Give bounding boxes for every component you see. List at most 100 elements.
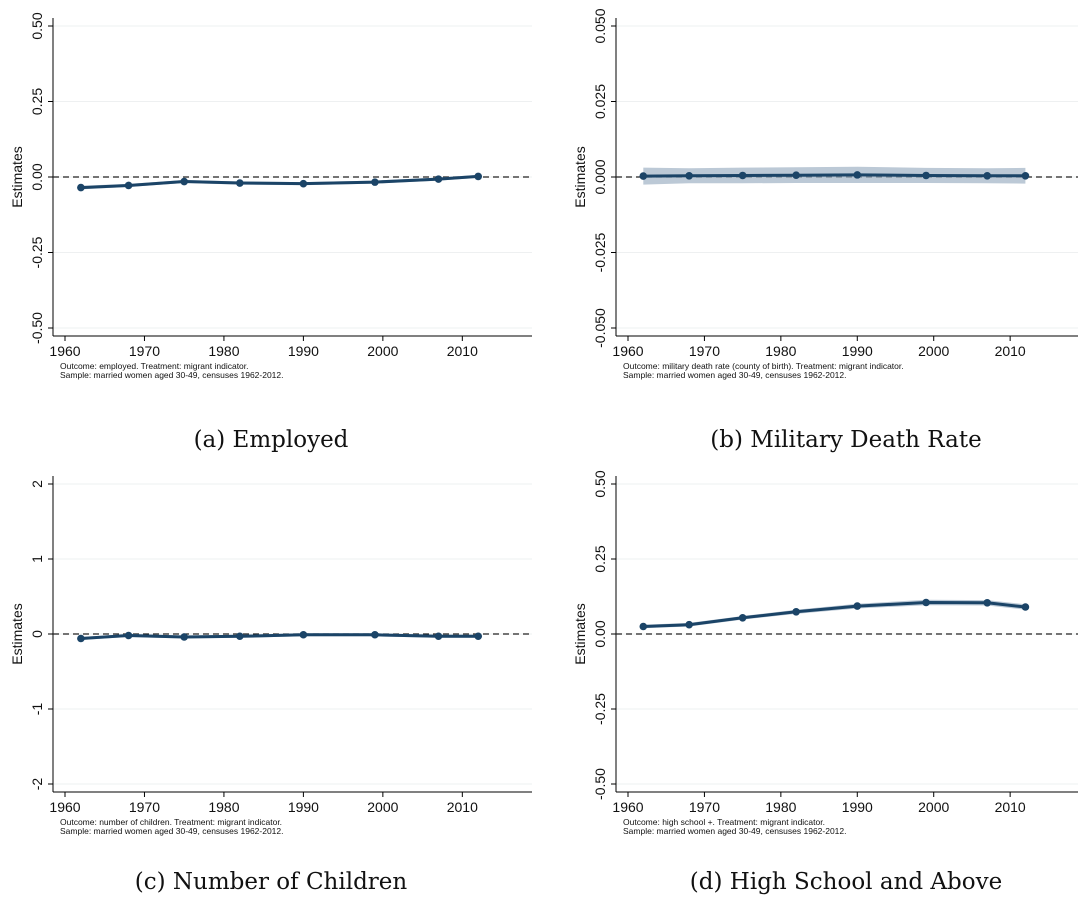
- y-tick-label: -0.25: [29, 236, 45, 268]
- estimate-point: [738, 614, 747, 622]
- estimate-point: [792, 608, 800, 616]
- y-tick-label: 0.050: [592, 8, 608, 43]
- figure-note: Outcome: high school +. Treatment: migra…: [623, 817, 825, 827]
- estimate-point: [77, 183, 85, 192]
- estimate-line: [80, 174, 479, 190]
- x-tick-label: 1980: [208, 799, 239, 815]
- x-tick-label: 1960: [49, 799, 80, 815]
- x-tick-label: 1990: [288, 799, 319, 815]
- panel-caption: (b) Military Death Rate: [710, 427, 981, 453]
- x-tick-label: 1960: [49, 343, 80, 359]
- estimate-line: [643, 601, 1026, 628]
- estimate-point: [738, 171, 747, 180]
- estimate-point: [685, 171, 693, 180]
- figure-note: Outcome: employed. Treatment: migrant in…: [60, 361, 249, 371]
- chart-panel-1: -0.50 -0.25 0.00 0.25 0.50 1960 1970 1980 1990 20…: [9, 12, 532, 453]
- estimate-point: [299, 630, 308, 639]
- panel-caption: (d) High School and Above: [690, 869, 1002, 895]
- y-tick-label: -2: [29, 778, 45, 791]
- estimate-point: [124, 181, 133, 190]
- y-tick-label: 0: [29, 630, 45, 638]
- estimate-point: [983, 171, 992, 180]
- estimate-point: [299, 179, 308, 188]
- y-tick-label: -0.25: [592, 693, 608, 725]
- figure-note: Sample: married women aged 30-49, census…: [60, 370, 284, 380]
- y-tick-label: 0.50: [592, 470, 608, 497]
- estimate-point: [853, 171, 862, 179]
- y-tick-label: -1: [29, 703, 45, 716]
- x-tick-label: 1960: [612, 799, 643, 815]
- estimate-point: [639, 172, 648, 180]
- x-tick-label: 1970: [129, 799, 160, 815]
- y-tick-label: 0.00: [29, 163, 45, 190]
- estimate-point: [371, 630, 379, 639]
- x-tick-label: 1980: [765, 343, 796, 359]
- estimate-point: [180, 633, 188, 641]
- x-tick-label: 2000: [918, 799, 949, 815]
- estimate-point: [922, 171, 930, 180]
- panel-caption: (a) Employed: [194, 427, 349, 453]
- y-tick-label: 0.00: [592, 620, 608, 647]
- x-tick-label: 1990: [842, 799, 873, 815]
- y-axis-label: Estimates: [572, 146, 588, 207]
- y-tick-label: 1: [29, 555, 45, 563]
- estimate-point: [180, 177, 188, 186]
- y-tick-label: 0.000: [592, 159, 608, 194]
- x-tick-label: 2010: [447, 799, 478, 815]
- estimate-point: [983, 599, 992, 607]
- y-tick-label: 0.25: [592, 545, 608, 572]
- x-tick-label: 2010: [447, 343, 478, 359]
- y-axis-label: Estimates: [9, 146, 25, 207]
- chart-panel-2: -0.050 -0.025 0.000 0.025 0.050 1960 1970 1980 1…: [572, 8, 1078, 453]
- estimate-point: [434, 175, 443, 183]
- x-tick-label: 2000: [367, 343, 398, 359]
- x-tick-label: 1990: [288, 343, 319, 359]
- x-tick-label: 2000: [367, 799, 398, 815]
- y-tick-label: -0.50: [592, 768, 608, 800]
- estimate-point: [685, 620, 693, 629]
- figure-note: Outcome: number of children. Treatment: …: [60, 817, 282, 827]
- estimate-point: [77, 634, 85, 643]
- x-tick-label: 2000: [918, 343, 949, 359]
- estimate-point: [371, 178, 379, 186]
- panel-caption: (c) Number of Children: [135, 869, 408, 895]
- figure-note: Sample: married women aged 30-49, census…: [623, 826, 847, 836]
- y-tick-label: -0.050: [592, 308, 608, 348]
- x-tick-label: 1970: [129, 343, 160, 359]
- x-tick-label: 2010: [995, 799, 1026, 815]
- y-tick-label: -0.025: [592, 232, 608, 272]
- x-tick-label: 1990: [842, 343, 873, 359]
- y-axis-label: Estimates: [572, 603, 588, 664]
- figure-note: Sample: married women aged 30-49, census…: [60, 826, 284, 836]
- estimate-point: [922, 598, 930, 607]
- estimate-point: [124, 631, 133, 640]
- y-axis-label: Estimates: [9, 603, 25, 664]
- y-tick-label: 0.25: [29, 88, 45, 115]
- estimate-point: [1021, 171, 1030, 180]
- estimate-line: [80, 633, 479, 640]
- estimate-point: [792, 171, 800, 179]
- estimate-point: [236, 179, 244, 187]
- x-tick-label: 1980: [765, 799, 796, 815]
- figure-note: Sample: married women aged 30-49, census…: [623, 370, 847, 380]
- estimate-line: [643, 173, 1026, 178]
- estimate-point: [1021, 603, 1030, 611]
- y-tick-label: 2: [29, 480, 45, 488]
- estimate-point: [639, 622, 648, 631]
- x-tick-label: 2010: [995, 343, 1026, 359]
- estimate-point: [474, 172, 483, 181]
- y-tick-label: 0.50: [29, 12, 45, 39]
- estimate-point: [853, 602, 862, 610]
- estimate-point: [434, 632, 443, 641]
- x-tick-label: 1960: [612, 343, 643, 359]
- x-tick-label: 1980: [208, 343, 239, 359]
- x-tick-label: 1970: [689, 343, 720, 359]
- estimate-point: [236, 632, 244, 641]
- chart-panel-3: -2 -1 0 1 2 1960 1970 1980 1990 2000 2010 Estimates…: [9, 476, 532, 895]
- estimate-point: [474, 632, 483, 641]
- y-tick-label: -0.50: [29, 312, 45, 344]
- figure-note: Outcome: military death rate (county of …: [623, 361, 904, 371]
- chart-panel-4: -0.50 -0.25 0.00 0.25 0.50 1960 1970 1980 1990 20…: [572, 470, 1078, 895]
- x-tick-label: 1970: [689, 799, 720, 815]
